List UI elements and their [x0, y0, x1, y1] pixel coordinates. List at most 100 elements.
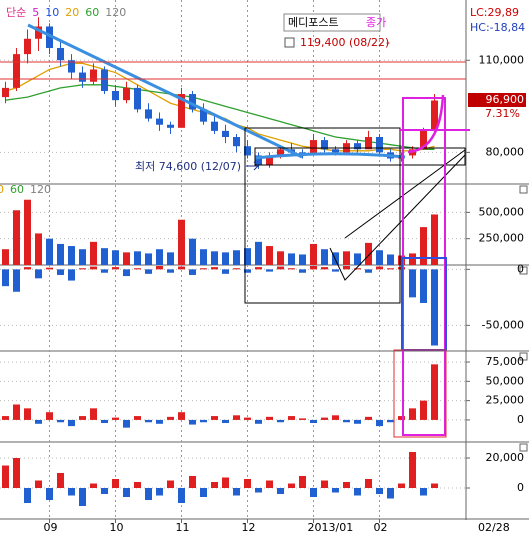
bar [255, 267, 262, 270]
box [393, 349, 447, 438]
bar [431, 483, 438, 488]
icon [284, 37, 295, 48]
bar [343, 419, 350, 423]
bar [365, 269, 372, 273]
candle-body [189, 94, 196, 110]
bar [134, 416, 141, 420]
volume-bar [145, 253, 152, 265]
legend-entry: 10 [45, 6, 59, 19]
bar [57, 473, 64, 488]
candle-body [211, 121, 218, 131]
bar [101, 488, 108, 494]
bar [46, 488, 53, 500]
x-end-label: 02/28 [478, 521, 510, 534]
bar [211, 482, 218, 488]
candle-body [332, 149, 339, 153]
candle-body [420, 130, 427, 150]
y-tick-label: 0 [517, 262, 524, 275]
panel-close-button [519, 443, 528, 452]
volume-bar [13, 210, 20, 265]
candle-body [24, 38, 31, 55]
bar [35, 419, 42, 424]
bar [332, 269, 339, 272]
trend-line [27, 23, 303, 159]
bar [178, 488, 185, 503]
candle-body [321, 140, 328, 150]
volume-bar [90, 241, 97, 265]
legend-entry: 120 [30, 183, 51, 196]
volume-bar [156, 249, 163, 265]
x-tick-label: 2013/01 [308, 521, 354, 534]
y-tick-label: -50,000 [482, 318, 524, 331]
high-note: 119,400 (08/22) [300, 36, 389, 49]
volume-bar [123, 252, 130, 265]
bar [79, 268, 86, 270]
bar [90, 266, 97, 270]
bar [299, 418, 306, 420]
x-tick-label: 10 [110, 521, 124, 534]
bar [244, 479, 251, 488]
candle-body [222, 130, 229, 138]
bar [365, 416, 372, 420]
volume-bar [57, 243, 64, 265]
candle-body [90, 69, 97, 82]
bar [266, 269, 273, 272]
candle-body [68, 60, 75, 73]
candle-body [13, 54, 20, 88]
candle-body [178, 94, 185, 128]
bar [145, 269, 152, 274]
user-drawings [0, 23, 470, 438]
bar [123, 419, 130, 428]
moving-average [5, 84, 435, 150]
bar [420, 488, 427, 496]
volume-bar [365, 242, 372, 265]
high-note-tail: - [386, 36, 390, 49]
candle-body [57, 47, 64, 61]
curve [407, 94, 445, 154]
bar [387, 419, 394, 423]
volume-bar [266, 246, 273, 265]
volume-bar [288, 253, 295, 265]
bar [134, 482, 141, 488]
volume-bar [178, 219, 185, 265]
bar [233, 268, 240, 270]
bar [167, 480, 174, 488]
volume-bar [189, 238, 196, 265]
x-tick-label: 02 [374, 521, 388, 534]
candle-body [156, 118, 163, 125]
bar [2, 416, 9, 420]
bar [211, 267, 218, 270]
y-tick-label: 50,000 [486, 374, 525, 387]
bar [398, 483, 405, 488]
x-tick-label: 11 [176, 521, 190, 534]
volume-bar [233, 250, 240, 265]
candle-body [46, 26, 53, 48]
bar [24, 488, 31, 503]
volume-bar [101, 248, 108, 265]
y-tick-label: 80,000 [486, 145, 525, 158]
bar [57, 269, 64, 275]
bar [90, 408, 97, 420]
title-box [283, 13, 381, 32]
volume-bar [310, 243, 317, 265]
candle-body [244, 146, 251, 156]
bar [211, 416, 218, 420]
candle-body [123, 87, 130, 101]
bar [200, 488, 207, 497]
volume-bar [409, 253, 416, 265]
candle-body [134, 87, 141, 110]
bar [222, 419, 229, 424]
bar [112, 267, 119, 270]
bar [222, 477, 229, 488]
bar [299, 269, 306, 273]
bar [233, 415, 240, 420]
lc-label: LC:29,89 [470, 6, 519, 19]
bar [68, 419, 75, 427]
legend-entry: 120 [105, 6, 126, 19]
bar [343, 266, 350, 270]
bar [178, 266, 185, 270]
bar [409, 408, 416, 420]
bar [376, 419, 383, 427]
bar [310, 266, 317, 270]
